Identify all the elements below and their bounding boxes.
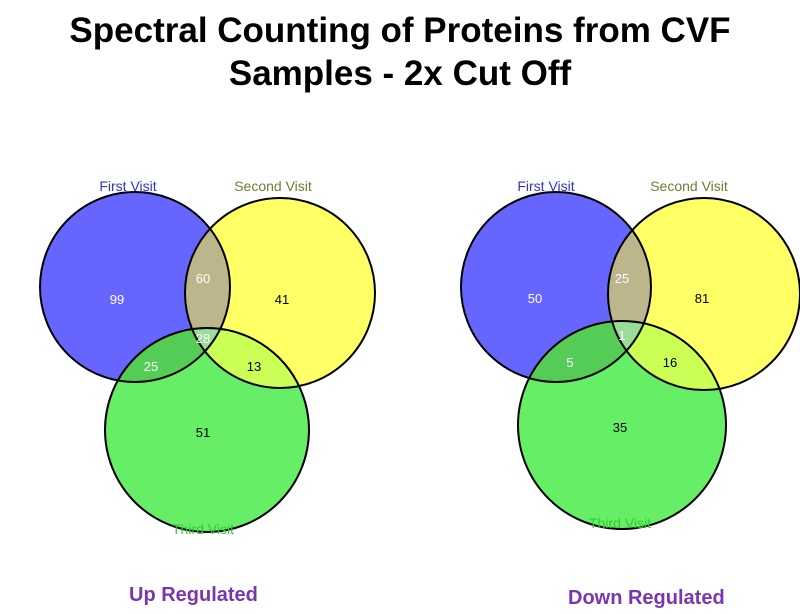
label-second-visit: Second Visit <box>650 178 728 194</box>
value-second-third: 16 <box>663 355 677 370</box>
caption-down-regulated: Down Regulated <box>568 587 725 609</box>
chart-title-line-2: Samples - 2x Cut Off <box>228 54 572 93</box>
venn-down-regulated: First Visit Second Visit Third Visit 50 … <box>460 178 800 531</box>
value-first-third: 25 <box>144 359 158 374</box>
label-third-visit: Third Visit <box>589 515 651 531</box>
circle-fills <box>40 192 375 532</box>
value-all-three: 1 <box>618 328 625 343</box>
label-second-visit: Second Visit <box>234 178 312 194</box>
value-first-third: 5 <box>566 355 573 370</box>
value-first-second: 25 <box>615 271 629 286</box>
caption-up-regulated: Up Regulated <box>129 584 258 606</box>
value-second-only: 41 <box>275 292 289 307</box>
value-first-second: 60 <box>196 271 210 286</box>
value-third-only: 51 <box>196 425 210 440</box>
value-first-only: 99 <box>110 292 124 307</box>
circle-fills <box>461 192 800 529</box>
value-first-only: 50 <box>528 291 542 306</box>
label-third-visit: Third Visit <box>172 521 234 537</box>
value-third-only: 35 <box>613 420 627 435</box>
value-second-only: 81 <box>695 291 709 306</box>
value-all-three: 28 <box>196 331 210 346</box>
value-second-third: 13 <box>247 359 261 374</box>
label-first-visit: First Visit <box>99 178 156 194</box>
chart-title-line-1: Spectral Counting of Proteins from CVF <box>69 11 731 50</box>
venn-up-regulated: First Visit Second Visit Third Visit 99 … <box>39 178 376 537</box>
label-first-visit: First Visit <box>517 178 574 194</box>
